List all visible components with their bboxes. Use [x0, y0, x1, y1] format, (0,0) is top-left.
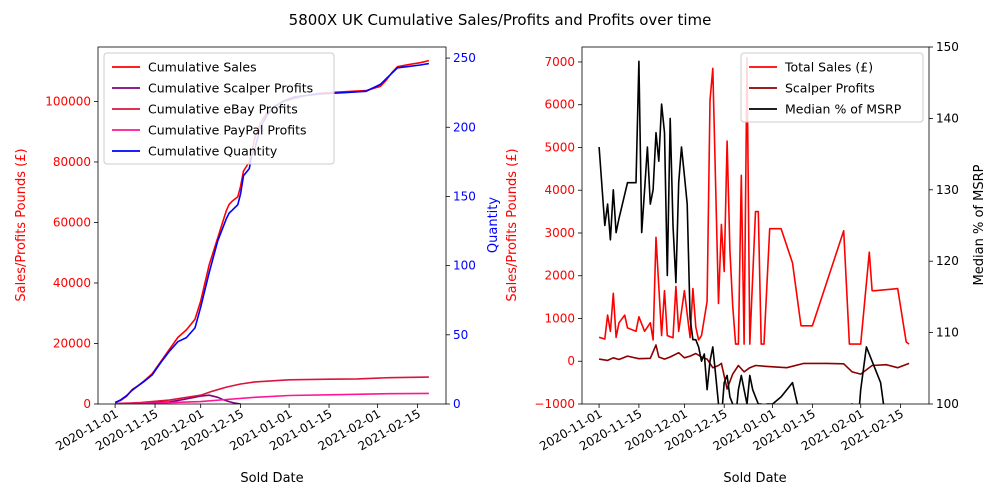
right-y2-tick-label: 110	[936, 326, 959, 340]
series-line-scalper-profits	[598, 344, 910, 390]
legend-label: Cumulative Quantity	[148, 144, 278, 159]
series-line-cumulative-quantity	[114, 62, 430, 404]
left-y2-tick-label: 200	[453, 120, 476, 134]
right-x-axis-label: Sold Date	[723, 471, 786, 486]
left-y2-axis-label: Quantity	[486, 197, 501, 253]
left-y-tick-label: 80000	[53, 155, 91, 169]
right-y-tick-label: 7000	[544, 55, 575, 69]
legend-label: Scalper Profits	[785, 81, 875, 96]
left-y-axis-label: Sales/Profits Pounds (£)	[14, 148, 29, 301]
series-line-cumulative-paypal-profits	[115, 392, 429, 404]
series-line-cumulative-ebay-profits	[115, 376, 429, 404]
right-y2-tick-label: 120	[936, 254, 959, 268]
right-y-tick-label: 2000	[544, 269, 575, 283]
legend-box	[740, 52, 924, 123]
left-plot-frame	[97, 46, 447, 405]
legend-label: Cumulative eBay Profits	[148, 102, 298, 117]
right-y-tick-label: 4000	[544, 183, 575, 197]
legend-label: Cumulative Scalper Profits	[148, 81, 313, 96]
right-y-tick-label: 3000	[544, 226, 575, 240]
left-y-tick-label: 100000	[45, 94, 91, 108]
right-y-tick-label: 5000	[544, 140, 575, 154]
right-y2-tick-label: 150	[936, 40, 959, 54]
left-y2-tick-label: 50	[453, 328, 468, 342]
right-y-axis-label: Sales/Profits Pounds (£)	[505, 148, 520, 301]
left-y-tick-label: 0	[83, 397, 91, 411]
right-legend: Total Sales (£) Scalper Profits Median % o…	[740, 52, 924, 123]
right-chart: 2020-11-012020-11-152020-12-012020-12-15…	[505, 40, 987, 486]
legend-box	[103, 52, 335, 165]
right-y2-tick-label: 130	[936, 183, 959, 197]
series-line-median-of-msrp	[598, 60, 885, 404]
legend-label: Cumulative PayPal Profits	[148, 123, 307, 138]
left-y-tick-label: 60000	[53, 215, 91, 229]
series-line-total-sales	[598, 56, 910, 345]
left-y2-tick-label: 100	[453, 259, 476, 273]
right-y2-tick-label: 100	[936, 397, 959, 411]
legend-label: Median % of MSRP	[785, 102, 902, 117]
left-y2-tick-label: 150	[453, 189, 476, 203]
left-y-tick-label: 40000	[53, 276, 91, 290]
left-legend: Cumulative Sales Cumulative Scalper Profi…	[103, 52, 335, 165]
right-y-tick-label: −1000	[534, 397, 575, 411]
right-y-tick-label: 0	[567, 354, 575, 368]
figure-title: 5800X UK Cumulative Sales/Profits and Pr…	[289, 11, 712, 29]
right-y-tick-label: 1000	[544, 311, 575, 325]
left-y-tick-label: 20000	[53, 336, 91, 350]
right-y-tick-label: 6000	[544, 98, 575, 112]
left-y2-tick-label: 250	[453, 51, 476, 65]
right-y2-tick-label: 140	[936, 111, 959, 125]
legend-label: Total Sales (£)	[784, 60, 873, 75]
legend-label: Cumulative Sales	[148, 60, 257, 75]
right-y2-axis-label: Median % of MSRP	[972, 164, 987, 285]
left-x-axis-label: Sold Date	[240, 471, 303, 486]
left-y2-tick-label: 0	[453, 397, 461, 411]
right-plot-frame	[581, 46, 930, 405]
left-chart: 2020-11-012020-11-152020-12-012020-12-15…	[14, 46, 501, 486]
